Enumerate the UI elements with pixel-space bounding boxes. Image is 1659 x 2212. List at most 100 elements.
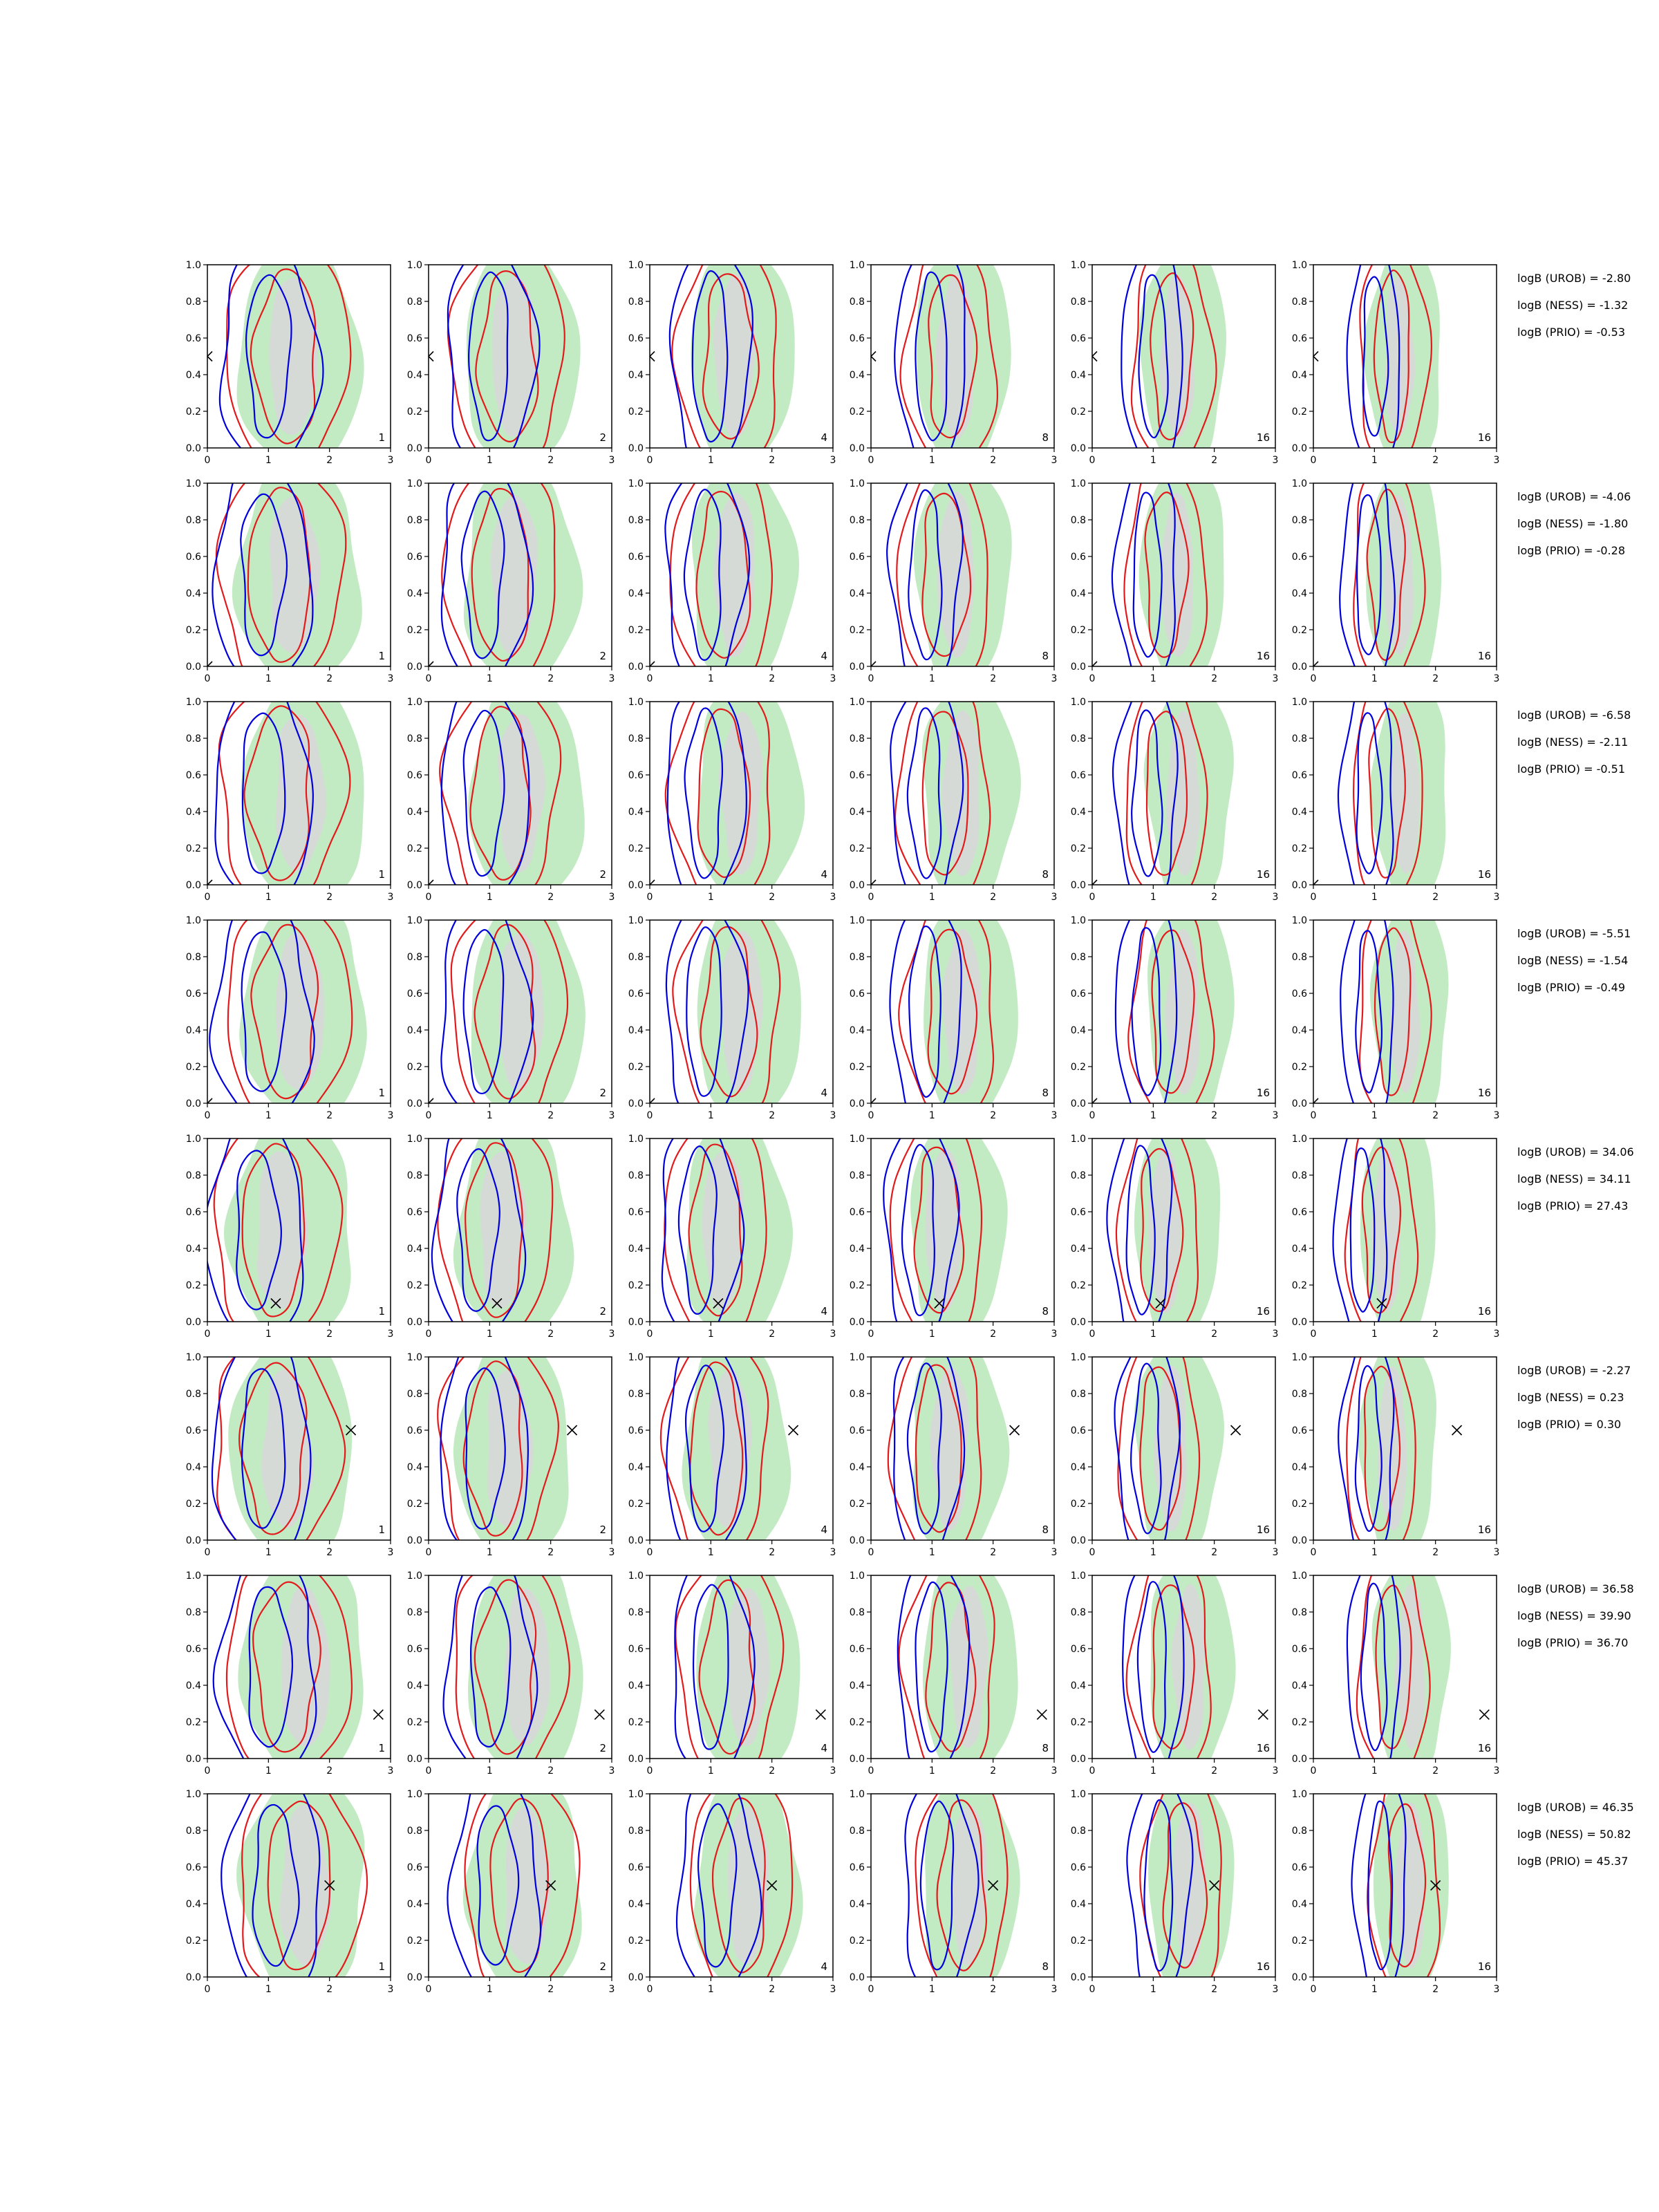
stats-row-1: logB (UROB) = -2.80 logB (NESS) = -1.32 lo… [1517,272,1631,339]
x-tick-label: 3 [1494,1765,1500,1777]
panel-frame [649,701,834,885]
panel-r4-c5: 0 1 2 3 0.0 0.2 0.4 0.6 0.8 1.0 16 [1071,915,1279,1121]
y-tick-label: 0.6 [186,770,201,781]
x-tick-label: 3 [1273,1329,1279,1340]
y-tick-label: 0.4 [850,1025,865,1036]
panel-contours [675,1794,803,1977]
true-value-marker [767,1880,778,1891]
y-tick-label: 1.0 [407,478,422,489]
y-tick-label: 0.8 [186,1607,201,1618]
y-tick-label: 0.4 [186,588,201,599]
y-tick-label: 0.6 [407,552,422,563]
x-tick-label: 2 [1432,892,1438,903]
y-tick-label: 0.6 [1071,1644,1086,1655]
blue-contour-outer [1332,1138,1388,1322]
panel-count-label: 2 [599,431,606,444]
y-tick-label: 0.8 [850,1389,865,1400]
x-tick-label: 1 [1150,1984,1156,1995]
blue-contour-outer [212,1575,317,1759]
x-tick-label: 3 [1273,1110,1279,1121]
panel-contours [429,702,585,885]
red-contour-outer [218,702,351,885]
y-tick-label: 0.8 [186,952,201,963]
x-tick-label: 2 [1211,1984,1217,1995]
panel-r5-c6: 0 1 2 3 0.0 0.2 0.4 0.6 0.8 1.0 16 [1292,1134,1500,1340]
x-tick-label: 2 [769,1765,775,1777]
red-contour-inner [474,1579,537,1755]
y-tick-label: 0.2 [850,1717,865,1728]
blue-contour-inner [1362,276,1389,437]
y-tick-label: 0.8 [850,1826,865,1837]
panel-r5-c4: 0 1 2 3 0.0 0.2 0.4 0.6 0.8 1.0 8 [850,1134,1058,1340]
panel-r8-c3: 0 1 2 3 0.0 0.2 0.4 0.6 0.8 1.0 4 [628,1789,836,1995]
blue-contour-inner [677,1145,718,1315]
red-contour-inner [711,1797,766,1974]
red-contour-inner [695,491,751,659]
blue-contour-outer [1106,1138,1173,1322]
y-tick-label: 0.4 [1292,588,1307,599]
red-contour-outer [659,1357,769,1540]
red-contour-outer [896,483,988,666]
x-tick-label: 2 [1432,1110,1438,1121]
x-tick-label: 0 [205,1110,211,1121]
true-value-marker [650,661,655,666]
red-contour-outer [215,483,347,666]
y-tick-label: 0.2 [1071,406,1086,418]
panel-r4-c3: 0 1 2 3 0.0 0.2 0.4 0.6 0.8 1.0 4 [628,915,836,1121]
blue-contour-inner [460,490,505,659]
y-tick-label: 1.0 [1292,1134,1307,1145]
red-contour-inner [1363,1365,1401,1532]
panel-contours [447,1794,582,1977]
y-tick-label: 0.4 [628,1462,644,1473]
y-tick-label: 0.6 [850,333,865,344]
panel-count-label: 16 [1478,1305,1491,1318]
x-tick-label: 2 [1211,1765,1217,1777]
logb-prio: logB (PRIO) = -0.51 [1517,762,1625,776]
y-tick-label: 0.0 [628,1754,644,1765]
y-tick-label: 0.8 [186,1389,201,1400]
red-contour-outer [226,265,352,448]
panel-count-label: 16 [1478,650,1491,662]
panel-r7-c6: 0 1 2 3 0.0 0.2 0.4 0.6 0.8 1.0 16 [1292,1571,1500,1777]
y-tick-label: 0.2 [628,1717,644,1728]
grey-density [1147,1147,1181,1313]
blue-contour-outer [892,1357,966,1540]
panel-r1-c2: 0 1 2 30.00.20.40.60.81.02 [407,260,615,466]
grey-density [1395,1802,1425,1969]
y-tick-label: 1.0 [850,478,865,489]
x-tick-label: 0 [1311,892,1317,903]
panel-count-label: 8 [1042,650,1049,662]
y-tick-label: 0.2 [407,1499,422,1510]
panel-r7-c1: 0 1 2 3 0.0 0.2 0.4 0.6 0.8 1.0 1 [186,1571,394,1777]
y-tick-label: 1.0 [850,1134,865,1145]
y-tick-label: 0.4 [1071,807,1086,818]
x-tick-label: 2 [547,1984,554,1995]
panel-r2-c1: 0 1 2 3 0.0 0.2 0.4 0.6 0.8 1.0 1 [186,478,394,684]
red-contour-outer [898,1575,995,1759]
panel-contours [1313,702,1446,885]
logb-ness: logB (NESS) = -1.80 [1517,517,1628,530]
panel-count-label: 4 [821,650,827,662]
y-tick-label: 0.0 [407,1098,422,1109]
red-contour-outer [455,1575,570,1759]
y-tick-label: 0.2 [850,1280,865,1291]
blue-contour-outer [1346,1575,1401,1759]
x-tick-label: 3 [1494,1110,1500,1121]
x-tick-label: 1 [1150,1547,1156,1558]
x-tick-label: 2 [326,1984,332,1995]
x-tick-label: 0 [205,1547,211,1558]
x-tick-label: 2 [990,1110,996,1121]
y-tick-label: 0.6 [1292,1862,1307,1873]
true-value-marker [1376,1297,1387,1309]
panel-count-label: 8 [1042,431,1049,444]
blue-contour-inner [1349,1147,1376,1313]
panel-count-label: 16 [1257,650,1270,662]
y-tick-label: 0.0 [407,1972,422,1983]
y-tick-label: 0.8 [628,1607,644,1618]
panel-frame [649,1138,834,1322]
panel-r6-c5: 0 1 2 3 0.0 0.2 0.4 0.6 0.8 1.0 16 [1071,1352,1279,1558]
y-tick-label: 1.0 [850,1571,865,1582]
y-tick-label: 0.6 [186,552,201,563]
y-tick-label: 0.0 [407,662,422,673]
x-tick-label: 1 [1371,673,1378,684]
